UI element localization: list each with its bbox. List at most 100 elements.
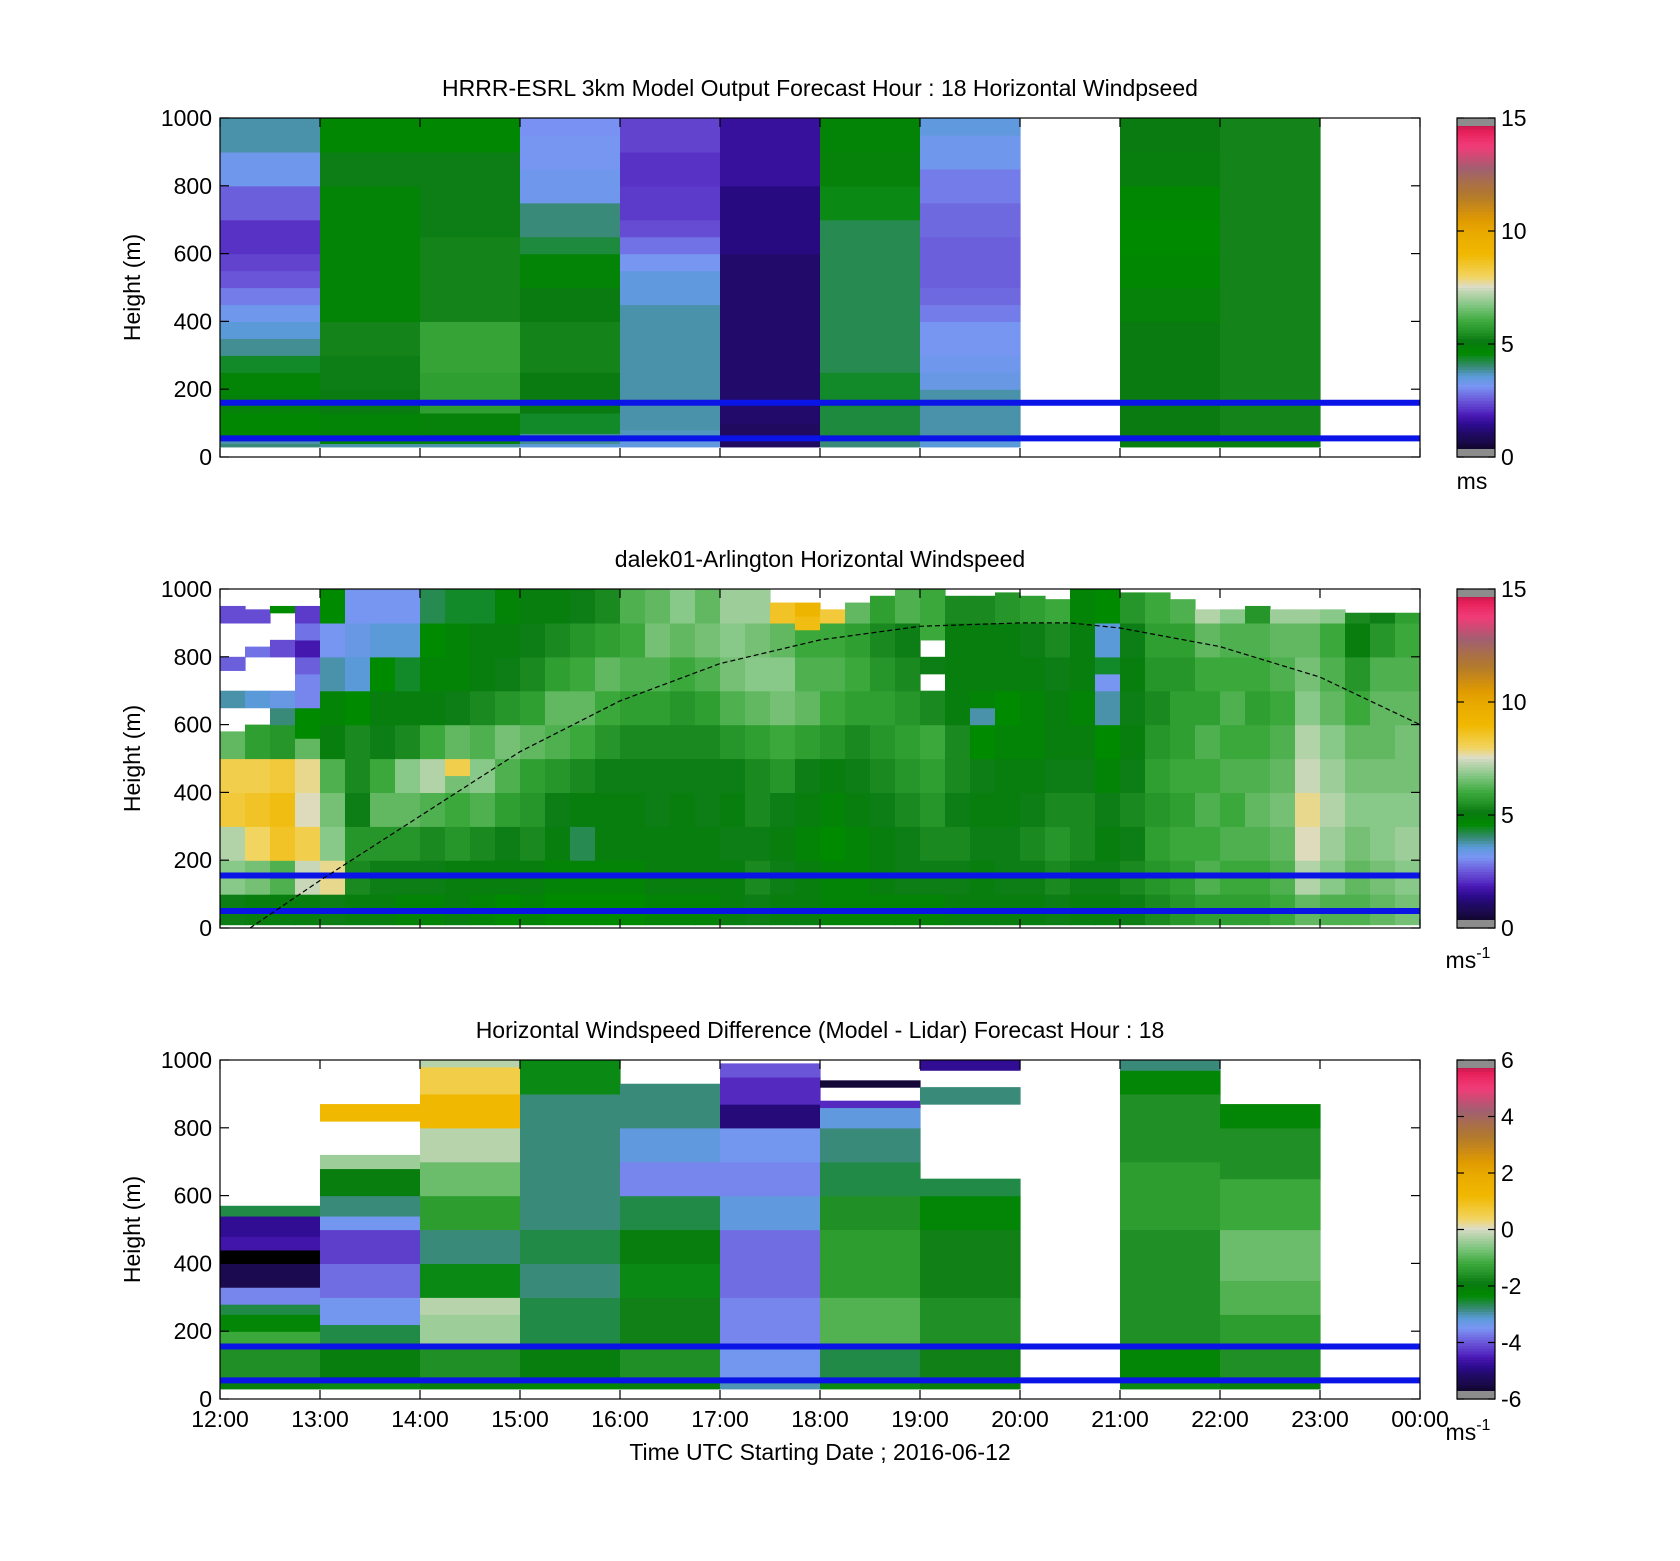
- heatmap-cell: [1070, 724, 1096, 760]
- colorbar-segment: [1457, 1237, 1495, 1242]
- heatmap-cell: [1245, 622, 1271, 658]
- colorbar-segment: [1457, 168, 1495, 173]
- heatmap-cell: [995, 622, 1021, 658]
- heatmap-cell: [1120, 219, 1221, 255]
- colorbar-segment: [1457, 690, 1495, 695]
- colorbar-segment: [1457, 332, 1495, 337]
- colorbar-segment: [1457, 628, 1495, 632]
- colorbar-segment: [1457, 682, 1495, 686]
- colorbar-segment: [1457, 826, 1495, 830]
- colorbar-segment: [1457, 1362, 1495, 1366]
- heatmap-cell: [470, 656, 496, 692]
- heatmap-cell: [1145, 656, 1171, 692]
- heatmap-cell: [470, 758, 496, 793]
- heatmap-cell: [1270, 758, 1296, 793]
- heatmap-cell: [1345, 826, 1371, 861]
- heatmap-cell: [1120, 253, 1221, 289]
- heatmap-cell: [270, 707, 296, 726]
- heatmap-cell: [495, 758, 521, 793]
- colorbar-tick-label: 0: [1501, 444, 1514, 470]
- colorbar-tick-label: 5: [1501, 802, 1514, 828]
- heatmap-cell: [520, 690, 546, 726]
- heatmap-cell: [520, 412, 621, 434]
- colorbar-segment: [1457, 143, 1495, 147]
- x-tick-label: 16:00: [591, 1406, 649, 1432]
- heatmap-cell: [1220, 758, 1246, 793]
- heatmap-cell: [1245, 826, 1271, 861]
- heatmap-cell: [1095, 724, 1121, 760]
- heatmap-cell: [1120, 151, 1221, 187]
- heatmap-cell: [545, 792, 571, 827]
- colorbar-segment: [1457, 854, 1495, 858]
- heatmap-cell: [820, 622, 846, 658]
- heatmap-cell: [1195, 826, 1221, 861]
- colorbar-segment: [1457, 397, 1495, 402]
- heatmap-cell: [1120, 1060, 1221, 1071]
- colorbar-segment: [1457, 848, 1495, 853]
- heatmap-cell: [595, 724, 621, 760]
- heatmap-cell: [220, 1236, 321, 1251]
- heatmap-cell: [245, 646, 271, 658]
- heatmap-cell: [1145, 690, 1171, 726]
- colorbar-tick-label: 15: [1501, 576, 1527, 602]
- heatmap-cell: [920, 1348, 1021, 1380]
- heatmap-cell: [645, 792, 671, 827]
- heatmap-cell: [1295, 758, 1321, 793]
- colorbar-segment: [1457, 758, 1495, 762]
- colorbar-segment: [1457, 600, 1495, 604]
- heatmap-cell: [320, 1154, 421, 1170]
- heatmap-cell: [695, 792, 721, 827]
- colorbar-segment: [1457, 267, 1495, 272]
- y-tick-label: 200: [174, 376, 212, 402]
- heatmap-cell: [770, 826, 796, 861]
- heatmap-cell: [770, 690, 796, 726]
- heatmap-cell: [995, 656, 1021, 692]
- colorbar-segment: [1457, 134, 1495, 139]
- heatmap-cell: [620, 656, 646, 692]
- heatmap-cell: [1295, 724, 1321, 760]
- heatmap-cell: [970, 622, 996, 658]
- heatmap-cell: [345, 724, 371, 760]
- colorbar-segment: [1457, 631, 1495, 635]
- panel-lidar-title: dalek01-Arlington Horizontal Windspeed: [615, 546, 1025, 572]
- heatmap-cell: [745, 758, 771, 793]
- heatmap-cell: [370, 724, 396, 760]
- colorbar-segment: [1457, 1367, 1495, 1372]
- colorbar-segment: [1457, 1108, 1495, 1112]
- heatmap-cell: [545, 622, 571, 658]
- heatmap-cell: [320, 656, 346, 692]
- heatmap-cell: [1070, 622, 1096, 658]
- colorbar-segment: [1457, 250, 1495, 255]
- heatmap-cell: [620, 236, 721, 255]
- colorbar-segment: [1457, 1376, 1495, 1380]
- heatmap-cell: [670, 690, 696, 726]
- colorbar-segment: [1457, 1141, 1495, 1146]
- panel-model-ylabel: Height (m): [119, 234, 145, 341]
- heatmap-cell: [1120, 185, 1221, 221]
- colorbar-segment: [1457, 1187, 1495, 1191]
- colorbar-segment: [1457, 1226, 1495, 1231]
- colorbar-segment: [1457, 1384, 1495, 1389]
- colorbar-segment: [1457, 1331, 1495, 1335]
- heatmap-cell: [920, 389, 1021, 441]
- heatmap-cell: [595, 758, 621, 793]
- heatmap-cell: [345, 758, 371, 793]
- heatmap-cell: [920, 1060, 1021, 1071]
- heatmap-cell: [220, 270, 321, 289]
- heatmap-cell: [845, 792, 871, 827]
- colorbar-segment: [1457, 781, 1495, 785]
- heatmap-cell: [1120, 118, 1221, 153]
- heatmap-cell: [820, 1229, 921, 1298]
- colorbar-segment: [1457, 837, 1495, 842]
- x-tick-label: 12:00: [191, 1406, 249, 1432]
- colorbar-segment: [1457, 831, 1495, 836]
- heatmap-cell: [1395, 612, 1421, 624]
- colorbar-segment: [1457, 747, 1495, 751]
- colorbar-tick-label: 0: [1501, 915, 1514, 941]
- heatmap-cell: [620, 118, 721, 153]
- heatmap-cell: [295, 826, 321, 861]
- heatmap-cell: [320, 724, 346, 760]
- heatmap-cell: [1045, 724, 1071, 760]
- heatmap-cell: [320, 1195, 421, 1217]
- colorbar-segment: [1457, 772, 1495, 777]
